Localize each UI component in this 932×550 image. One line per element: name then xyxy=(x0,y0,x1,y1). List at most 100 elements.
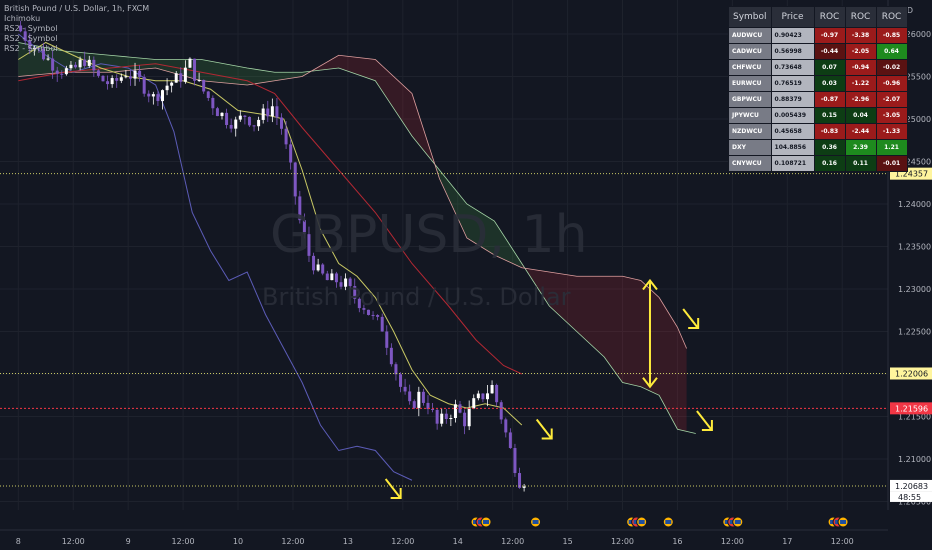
legend-ichimoku[interactable]: Ichimoku xyxy=(4,14,41,23)
table-cell-symbol: CHFWCU xyxy=(728,59,772,76)
candle-body xyxy=(394,364,398,375)
candle-body xyxy=(193,58,197,81)
table-cell-roc3: 0.64 xyxy=(875,43,908,60)
candle-body xyxy=(344,278,348,287)
price-label-box xyxy=(890,479,932,492)
y-tick-label: 1.21000 xyxy=(898,455,931,464)
candle-body xyxy=(362,308,366,310)
annotations xyxy=(384,278,713,499)
candle-body xyxy=(183,67,187,82)
chart-grid xyxy=(0,0,888,510)
candle-body xyxy=(348,278,352,287)
candle-body xyxy=(46,58,50,60)
candle-body xyxy=(202,79,206,92)
table-row: CNYWCU 0.108721 0.16 0.11 -0.01 xyxy=(728,155,908,172)
kijun-line xyxy=(18,63,523,375)
legend-rs2-1[interactable]: RS2 - Symbol xyxy=(4,24,58,33)
down-arrow-head xyxy=(541,428,553,440)
price-label: 1.24357 xyxy=(895,170,928,179)
candle-body xyxy=(435,409,439,424)
table-cell-price: 104.8856 xyxy=(770,139,815,156)
table-cell-roc2: -2.44 xyxy=(844,123,877,140)
table-header-symbol: Symbol xyxy=(728,6,772,28)
table-cell-roc2: -3.38 xyxy=(844,27,877,44)
x-tick-label: 17 xyxy=(782,537,792,546)
event-flag-stripe xyxy=(734,520,741,524)
candle-body xyxy=(421,391,425,403)
legend-rs2-3[interactable]: RS2 - Symbol xyxy=(4,44,58,53)
candle-body xyxy=(495,385,499,403)
candle-body xyxy=(234,119,238,129)
table-cell-roc1: 0.15 xyxy=(813,107,846,124)
x-tick-label: 8 xyxy=(16,537,21,546)
candle-body xyxy=(261,108,265,120)
table-cell-roc1: 0.36 xyxy=(813,139,846,156)
candle-body xyxy=(389,347,393,365)
candle-body xyxy=(92,59,96,71)
y-tick-label: 1.21500 xyxy=(898,413,931,422)
ichimoku-cloud xyxy=(18,42,687,432)
candle-body xyxy=(426,402,430,409)
candle-body xyxy=(449,418,453,420)
x-tick-label: 12:00 xyxy=(281,537,304,546)
table-header-price: Price xyxy=(770,6,815,28)
candle-body xyxy=(504,419,508,433)
candle-body xyxy=(403,386,407,392)
roc-table: Symbol Price ROC ROC ROC AUDWCU 0.90423 -0… xyxy=(728,6,908,172)
x-tick-label: 12:00 xyxy=(611,537,634,546)
cloud-segment xyxy=(18,42,312,85)
table-cell-symbol: JPYWCU xyxy=(728,107,772,124)
candle-body xyxy=(156,94,160,102)
candle-body xyxy=(151,94,155,97)
candle-body xyxy=(160,90,164,102)
event-flag-stripe xyxy=(483,520,490,524)
candle-body xyxy=(417,391,421,408)
candle-body xyxy=(96,70,100,76)
candle-body xyxy=(307,234,311,256)
candle-body xyxy=(23,31,27,41)
legend-rs2-2[interactable]: RS2 - Symbol xyxy=(4,34,58,43)
candle-body xyxy=(257,119,261,127)
candle-body xyxy=(339,282,343,287)
candle-body xyxy=(431,408,435,410)
candle-body xyxy=(312,255,316,271)
table-cell-roc3: -1.33 xyxy=(875,123,908,140)
candle-body xyxy=(321,264,325,274)
candle-body xyxy=(87,59,91,66)
x-tick-label: 10 xyxy=(233,537,243,546)
candle-body xyxy=(247,116,251,126)
candle-body xyxy=(485,393,489,400)
candle-body xyxy=(115,78,119,81)
chart-legend: British Pound / U.S. Dollar, 1h, FXCM Ic… xyxy=(4,4,149,54)
table-cell-roc2: -1.22 xyxy=(844,75,877,92)
x-axis[interactable]: 8 12:00 9 12:00 10 12:00 13 12:00 14 12:00 15 12:00… xyxy=(0,510,932,550)
table-cell-symbol: CNYWCU xyxy=(728,155,772,172)
table-cell-roc3: -0.01 xyxy=(875,155,908,172)
candle-body xyxy=(476,393,480,399)
table-cell-symbol: AUDWCU xyxy=(728,27,772,44)
candle-body xyxy=(19,25,23,32)
table-row: NZDWCU 0.45658 -0.83 -2.44 -1.33 xyxy=(728,123,908,140)
candle-body xyxy=(385,331,389,348)
table-cell-roc2: -2.05 xyxy=(844,43,877,60)
candle-body xyxy=(357,298,361,309)
table-cell-price: 0.76519 xyxy=(770,75,815,92)
table-cell-roc1: 0.16 xyxy=(813,155,846,172)
down-arrow-head xyxy=(701,420,713,431)
table-cell-roc2: 2.39 xyxy=(844,139,877,156)
table-row: EURWCU 0.76519 0.03 -1.22 -0.96 xyxy=(728,75,908,92)
event-flag-stripe xyxy=(532,520,539,524)
watermark-name: British Pound / U.S. Dollar xyxy=(262,283,571,311)
table-cell-price: 0.88379 xyxy=(770,91,815,108)
economic-events[interactable] xyxy=(470,516,849,528)
table-row: GBPWCU 0.88379 -0.87 -2.96 -2.07 xyxy=(728,91,908,108)
candle-body xyxy=(197,79,201,81)
watermark-symbol: GBPUSD, 1h xyxy=(270,205,588,265)
candle-body xyxy=(110,78,114,85)
horizontal-lines xyxy=(0,173,888,487)
candle-body xyxy=(284,128,288,145)
chart-title[interactable]: British Pound / U.S. Dollar, 1h, FXCM xyxy=(4,4,150,13)
down-arrow-shaft xyxy=(384,478,401,498)
table-cell-symbol: NZDWCU xyxy=(728,123,772,140)
